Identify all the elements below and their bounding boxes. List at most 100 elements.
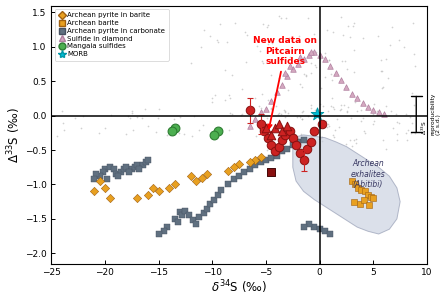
Point: [402, 130, 409, 135]
Point: [188, 61, 195, 66]
Point: [357, 201, 364, 206]
Point: [285, 36, 292, 41]
Point: [314, 106, 321, 111]
Point: [125, 170, 132, 175]
Point: [252, 95, 259, 100]
Point: [410, 52, 417, 57]
Point: [319, 138, 326, 143]
Point: [357, 119, 364, 124]
Point: [260, 128, 267, 133]
Point: [319, 134, 326, 139]
Point: [196, 215, 203, 220]
Point: [396, 120, 403, 125]
Point: [185, 213, 192, 218]
Point: [101, 185, 109, 190]
Point: [375, 110, 382, 115]
Point: [273, 89, 280, 94]
Point: [268, 170, 275, 175]
Point: [374, 108, 381, 113]
Point: [107, 196, 114, 201]
Point: [324, 121, 331, 126]
Point: [400, 45, 407, 50]
Point: [271, 126, 278, 130]
Point: [257, 160, 264, 165]
Point: [348, 178, 355, 183]
Point: [302, 73, 309, 78]
Point: [332, 128, 339, 133]
Point: [379, 86, 386, 91]
Point: [276, 76, 283, 81]
Point: [355, 185, 362, 190]
Point: [142, 160, 149, 165]
Point: [265, 138, 272, 143]
Point: [359, 101, 366, 106]
Polygon shape: [293, 135, 400, 234]
Point: [266, 130, 273, 135]
Point: [389, 125, 396, 130]
Point: [93, 172, 100, 177]
Point: [265, 23, 272, 27]
Point: [364, 192, 371, 197]
Point: [299, 109, 307, 114]
Point: [321, 57, 329, 62]
Point: [393, 120, 401, 124]
Point: [229, 111, 236, 116]
Point: [344, 23, 351, 28]
Point: [206, 33, 213, 38]
Point: [406, 114, 413, 119]
Point: [317, 125, 324, 130]
Text: $\Delta^{33}$S
reproducibility
(2 s.d.): $\Delta^{33}$S reproducibility (2 s.d.): [420, 93, 441, 136]
Point: [110, 167, 117, 172]
Point: [259, 92, 266, 97]
Point: [283, 48, 291, 53]
Point: [269, 134, 276, 139]
Point: [275, 144, 283, 149]
Point: [321, 74, 328, 79]
Point: [122, 131, 130, 136]
Point: [211, 197, 218, 202]
Point: [155, 189, 162, 194]
Point: [128, 109, 135, 114]
Point: [180, 131, 187, 136]
Point: [369, 121, 376, 126]
Point: [273, 153, 280, 158]
Point: [281, 108, 288, 113]
Point: [305, 114, 312, 118]
Point: [409, 21, 417, 26]
Point: [168, 128, 175, 133]
Point: [360, 197, 367, 202]
Point: [341, 102, 348, 107]
Point: [278, 128, 286, 133]
Point: [350, 199, 358, 204]
Point: [330, 107, 337, 112]
Point: [284, 146, 291, 151]
Point: [221, 98, 228, 103]
Point: [316, 227, 323, 232]
Point: [208, 100, 215, 104]
Point: [268, 133, 275, 137]
Point: [408, 90, 415, 95]
Point: [177, 210, 184, 214]
Point: [296, 82, 303, 87]
Point: [166, 133, 173, 138]
Point: [104, 177, 111, 182]
Point: [405, 127, 412, 132]
Point: [101, 126, 109, 130]
Point: [164, 225, 171, 230]
Point: [253, 43, 261, 48]
Point: [264, 24, 271, 29]
Point: [257, 105, 265, 110]
Point: [324, 108, 331, 113]
Point: [274, 112, 281, 117]
Point: [114, 174, 122, 178]
Point: [388, 108, 395, 113]
Point: [317, 136, 325, 141]
Point: [222, 68, 229, 73]
Point: [262, 106, 270, 111]
Point: [252, 163, 259, 168]
Point: [328, 72, 335, 76]
Point: [58, 108, 65, 113]
Point: [155, 232, 162, 236]
Point: [171, 217, 178, 221]
Point: [308, 140, 315, 144]
